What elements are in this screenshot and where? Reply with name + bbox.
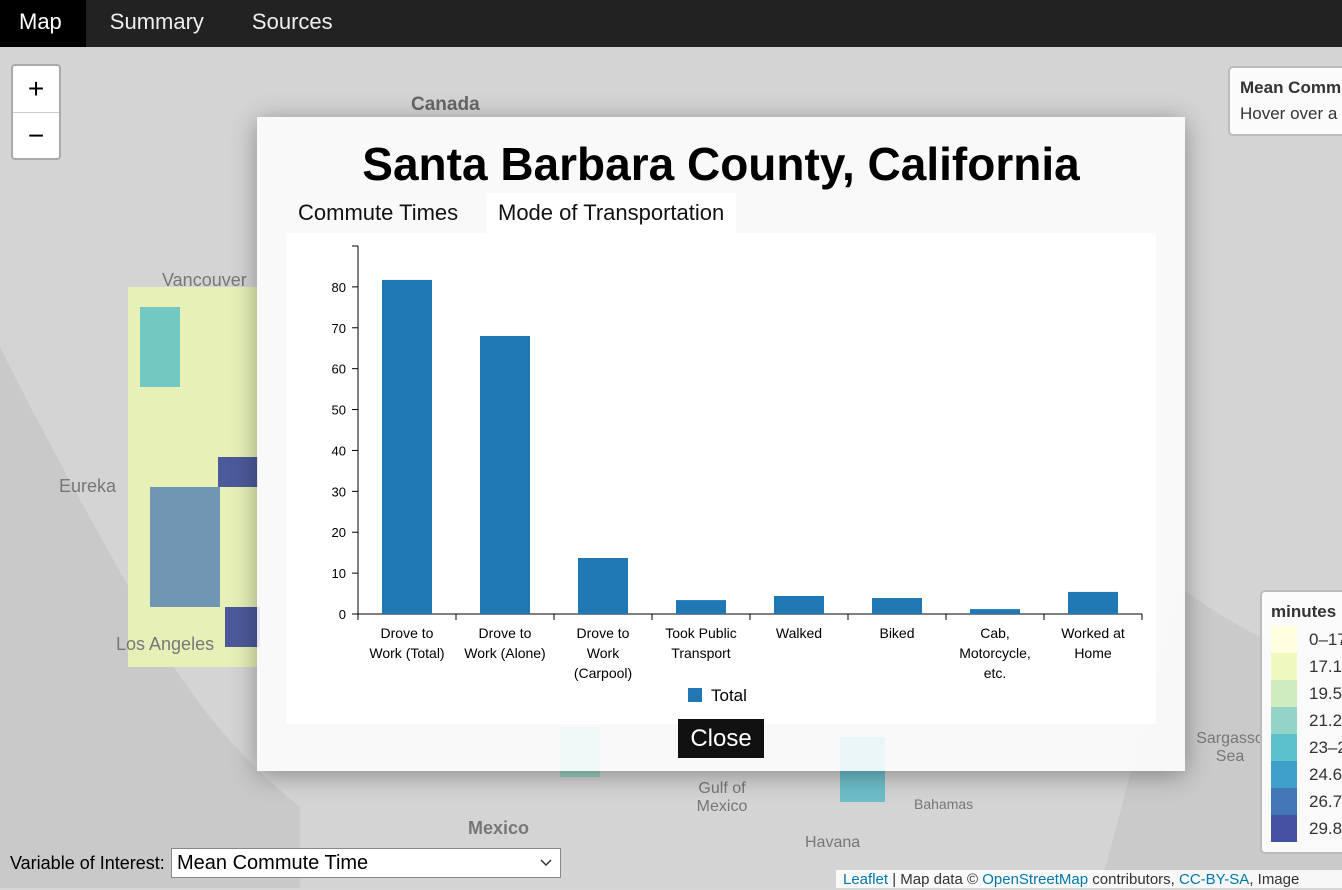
map-label: Sargasso Sea: [1196, 730, 1264, 765]
legend-swatch: [1271, 680, 1297, 707]
map-label: Eureka: [59, 476, 117, 496]
legend-swatch: [688, 688, 702, 702]
close-button[interactable]: Close: [678, 719, 764, 758]
x-tick-label: Drove to Work (Carpool): [573, 625, 633, 681]
map-region: [150, 487, 220, 607]
info-title: Mean Comm: [1240, 78, 1342, 97]
legend-label: 24.6: [1309, 764, 1342, 784]
legend-row: 23–2: [1262, 734, 1342, 761]
legend-title: minutes: [1271, 602, 1337, 621]
y-tick-label: 80: [332, 280, 346, 295]
legend-row: 26.7: [1262, 788, 1342, 815]
map-label: Havana: [805, 834, 861, 851]
map-label: Vancouver: [162, 270, 247, 290]
map-label: Gulf of Mexico: [696, 780, 748, 815]
y-tick-label: 60: [332, 362, 346, 377]
y-tick-label: 20: [332, 525, 346, 540]
x-tick-label: Drove to Work (Total): [369, 625, 445, 661]
nav-tab[interactable]: Summary: [109, 9, 204, 34]
legend-label: 21.2: [1309, 710, 1342, 730]
legend-label: 17.1: [1309, 656, 1342, 676]
zoom-control: + −: [11, 64, 61, 160]
bar: [872, 598, 922, 614]
legend-swatch: [1271, 734, 1297, 761]
x-tick-label: Worked at Home: [1061, 625, 1125, 661]
attribution: Leaflet | Map data © OpenStreetMap contr…: [836, 870, 1342, 888]
variable-select[interactable]: Mean Commute Time: [171, 848, 561, 878]
legend-row: 24.6: [1262, 761, 1342, 788]
x-tick-label: Drove to Work (Alone): [464, 625, 546, 661]
bar: [676, 600, 726, 614]
y-tick-label: 0: [339, 607, 346, 622]
attribution-text: contributors,: [1088, 871, 1179, 888]
chart-area: 0 10 20 30 40 50 60 70 80 Total Drove to Work (To…: [286, 233, 1156, 724]
chart: 0 10 20 30 40 50 60 70 80 Total: [332, 245, 1143, 705]
tab-active[interactable]: Mode of Transportation: [486, 193, 737, 233]
map-region: [225, 607, 260, 647]
select-arrow: [540, 859, 552, 867]
y-tick-label: 40: [332, 443, 346, 458]
map-region: [218, 457, 258, 487]
y-tick-label: 50: [332, 403, 346, 418]
y-tick-label: 30: [332, 484, 346, 499]
bar: [970, 609, 1020, 614]
legend-row: 17.1: [1262, 653, 1342, 680]
map-label: Mexico: [468, 818, 530, 838]
x-tick-label: Took Public Transport: [665, 625, 737, 661]
map-region: [140, 307, 180, 387]
zoom-out[interactable]: −: [27, 120, 45, 151]
map-label: Bahamas: [914, 796, 974, 812]
x-tick-label: Cab, Motorcycle, etc.: [959, 625, 1031, 681]
legend-swatch: [1271, 761, 1297, 788]
nav-tab[interactable]: Map: [0, 0, 86, 47]
legend-swatch: [1271, 788, 1297, 815]
info-box: Mean Comm Hover over a: [1228, 66, 1342, 136]
legend-row: 29.8: [1262, 815, 1342, 842]
legend-swatch: [1271, 815, 1297, 842]
attribution-link[interactable]: CC-BY-SA: [1179, 871, 1250, 888]
legend-row: 21.2: [1262, 707, 1342, 734]
attribution-link[interactable]: OpenStreetMap: [982, 871, 1089, 888]
legend-swatch: [1271, 707, 1297, 734]
attribution-text: , Image: [1249, 871, 1300, 888]
map-label: Los Angeles: [116, 634, 215, 654]
legend-row: 0–17: [1262, 626, 1342, 653]
tab[interactable]: Commute Times: [298, 200, 459, 225]
nav-tab[interactable]: Sources: [251, 9, 333, 34]
map-ocean: [0, 347, 300, 888]
legend-swatch: [1271, 626, 1297, 653]
map-legend: minutes 0–17 17.1 19.5 21.2 23–2 24.6 26.7 29.8: [1260, 590, 1342, 854]
legend-label: 23–2: [1309, 737, 1342, 757]
control-label: Variable of Interest:: [10, 853, 165, 873]
legend-label: 26.7: [1309, 791, 1342, 811]
y-tick-label: 10: [332, 566, 346, 581]
attribution-text: | Map data ©: [888, 871, 983, 888]
bar: [1068, 591, 1118, 614]
navbar: Map Summary Sources: [0, 0, 1342, 47]
bar: [382, 279, 432, 614]
legend-label: 0–17: [1309, 629, 1342, 649]
zoom-in[interactable]: +: [13, 66, 59, 113]
x-tick-label: Walked: [775, 625, 823, 641]
legend-row: 19.5: [1262, 680, 1342, 707]
legend-label: 29.8: [1309, 818, 1342, 838]
legend-label: Total: [711, 686, 747, 705]
y-tick-label: 70: [332, 321, 346, 336]
x-tick-label: Biked: [879, 625, 915, 641]
map-label: Canada: [411, 94, 480, 115]
modal: Santa Barbara County, California Commute…: [257, 117, 1185, 771]
modal-title: Santa Barbara County, California: [362, 138, 1080, 190]
select-value: Mean Commute Time: [177, 852, 369, 874]
attribution-link[interactable]: Leaflet: [843, 871, 889, 888]
bar: [578, 557, 628, 614]
bar: [480, 335, 530, 614]
bar: [774, 596, 824, 614]
legend-label: 19.5: [1309, 683, 1342, 703]
legend-swatch: [1271, 653, 1297, 680]
info-text: Hover over a: [1240, 104, 1338, 123]
